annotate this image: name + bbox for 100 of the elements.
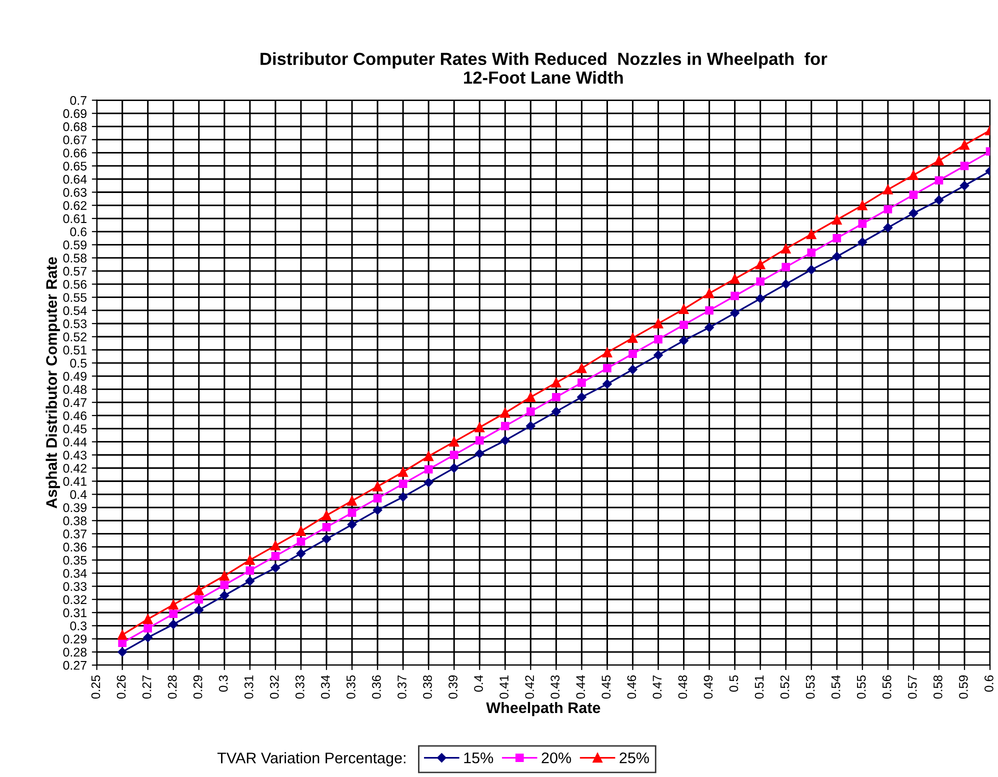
point xyxy=(372,482,382,492)
x-tick-label: 0.37 xyxy=(398,675,406,699)
y-tick-label: 0.61 xyxy=(63,214,86,224)
y-tick-label: 0.32 xyxy=(63,595,86,604)
y-tick-label: 0.33 xyxy=(63,582,87,591)
y-tick-label: 0.28 xyxy=(63,648,87,657)
y-tick-label: 0.5 xyxy=(70,358,87,368)
y-tick-label: 0.43 xyxy=(63,450,87,460)
point xyxy=(577,392,586,402)
y-tick-label: 0.36 xyxy=(63,542,87,552)
point xyxy=(270,563,280,573)
y-tick-label: 0.66 xyxy=(63,148,87,158)
x-tick-label: 0.35 xyxy=(346,675,356,699)
y-tick-label: 0.48 xyxy=(63,385,87,394)
point xyxy=(884,205,892,214)
point xyxy=(806,229,816,240)
x-axis-title: Wheelpath Rate xyxy=(486,702,600,716)
point xyxy=(500,408,510,418)
point xyxy=(628,333,638,343)
point xyxy=(832,252,842,262)
y-tick-label: 0.52 xyxy=(63,332,86,342)
point xyxy=(628,364,638,374)
point xyxy=(194,605,204,615)
x-tick-label: 0.38 xyxy=(423,675,432,699)
point xyxy=(372,505,382,515)
x-tick-label: 0.25 xyxy=(91,675,100,699)
y-tick-label: 0.51 xyxy=(63,346,86,354)
point xyxy=(474,448,484,458)
legend-label: 20% xyxy=(542,752,572,764)
point xyxy=(526,392,536,402)
point xyxy=(245,576,255,586)
point xyxy=(858,237,868,247)
y-tick-label: 0.54 xyxy=(63,306,87,316)
point xyxy=(322,523,331,532)
point xyxy=(347,520,357,530)
point xyxy=(500,436,510,446)
x-tick-label: 0.49 xyxy=(704,675,713,699)
point xyxy=(807,248,816,257)
legend-label: 25% xyxy=(620,752,649,764)
legend-title: TVAR Variation Percentage: xyxy=(217,752,406,766)
point xyxy=(348,508,356,517)
point xyxy=(603,364,612,372)
point xyxy=(270,540,280,550)
point xyxy=(654,350,663,360)
point xyxy=(960,162,969,170)
x-tick-label: 0.26 xyxy=(116,675,126,699)
legend-label: 15% xyxy=(464,752,494,764)
point xyxy=(144,624,152,632)
point xyxy=(934,176,944,185)
x-tick-label: 0.29 xyxy=(193,675,202,699)
x-tick-label: 0.4 xyxy=(474,675,483,692)
point xyxy=(960,140,970,150)
x-tick-label: 0.57 xyxy=(908,675,917,699)
point xyxy=(960,181,970,190)
point xyxy=(296,548,306,558)
y-tick-label: 0.69 xyxy=(63,109,86,118)
point xyxy=(220,590,230,600)
point xyxy=(858,200,868,210)
point xyxy=(118,647,127,657)
point xyxy=(117,630,128,640)
x-tick-label: 0.5 xyxy=(729,675,738,692)
point xyxy=(475,436,484,445)
point xyxy=(474,422,484,432)
point xyxy=(194,585,204,596)
x-tick-label: 0.34 xyxy=(320,675,330,699)
x-tick-label: 0.55 xyxy=(856,675,866,699)
point xyxy=(806,265,816,274)
point xyxy=(168,600,178,610)
point xyxy=(730,274,740,284)
y-tick-label: 0.34 xyxy=(63,568,87,578)
x-tick-label: 0.53 xyxy=(806,675,815,699)
x-tick-label: 0.31 xyxy=(244,675,254,699)
point xyxy=(782,262,790,272)
point xyxy=(271,552,280,560)
y-tick-label: 0.55 xyxy=(63,293,87,302)
point xyxy=(296,537,306,546)
x-tick-label: 0.59 xyxy=(959,675,968,699)
x-tick-label: 0.36 xyxy=(372,675,381,699)
point xyxy=(832,234,842,242)
y-tick-label: 0.56 xyxy=(63,280,87,289)
y-tick-label: 0.6 xyxy=(70,227,87,236)
point xyxy=(500,422,510,430)
y-tick-label: 0.38 xyxy=(63,516,87,526)
y-tick-label: 0.35 xyxy=(63,556,87,565)
point xyxy=(168,620,178,630)
y-tick-label: 0.64 xyxy=(63,174,87,184)
y-tick-label: 0.27 xyxy=(63,660,86,670)
y-tick-label: 0.39 xyxy=(63,503,86,512)
point xyxy=(756,294,765,304)
point xyxy=(194,595,204,604)
y-tick-label: 0.53 xyxy=(63,319,87,328)
y-tick-label: 0.31 xyxy=(63,608,86,618)
x-tick-label: 0.51 xyxy=(754,675,764,699)
point xyxy=(526,421,536,431)
x-tick-label: 0.32 xyxy=(270,675,279,699)
point xyxy=(373,494,382,502)
point xyxy=(704,322,714,332)
point xyxy=(678,304,689,314)
point xyxy=(781,280,790,289)
point xyxy=(780,244,791,254)
